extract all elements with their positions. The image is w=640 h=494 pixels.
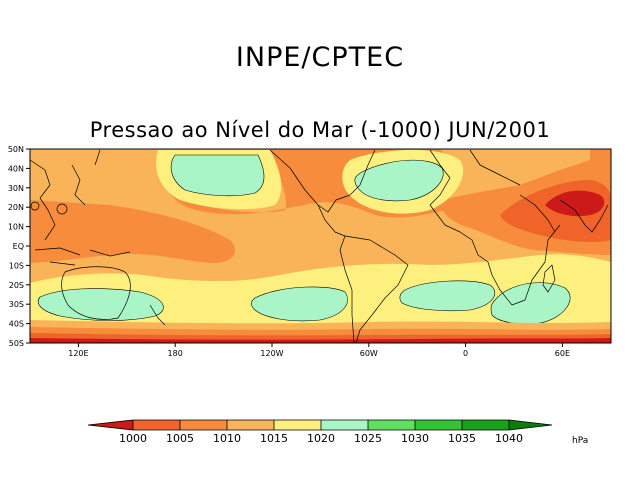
page-title: INPE/CPTEC <box>235 42 405 73</box>
lat-label: 30S <box>9 300 24 309</box>
contour-ring <box>56 203 68 215</box>
coastlines <box>30 149 609 343</box>
colorbar-swatch <box>274 420 321 430</box>
colorbar-swatch <box>415 420 462 430</box>
colorbar-swatch <box>180 420 227 430</box>
band-1020-1025-mascarene <box>490 282 571 325</box>
pressure-field <box>30 149 611 343</box>
colorbar-label: 1005 <box>166 432 194 445</box>
band-lt-1000-south <box>30 338 611 343</box>
colorbar-label: 1000 <box>119 432 147 445</box>
coast-east-asia <box>30 149 101 241</box>
lon-label: 60W <box>360 349 378 358</box>
band-1005-1010-warm-pool <box>30 200 235 263</box>
coast-maritime <box>34 247 131 266</box>
lat-label: 10N <box>8 223 24 232</box>
colorbar-swatch <box>321 420 368 430</box>
colorbar-label: 1040 <box>495 432 523 445</box>
colorbar-swatch <box>227 420 274 430</box>
lat-ticks <box>26 148 30 344</box>
lat-label: 10S <box>9 261 24 270</box>
lat-label: 50S <box>9 339 24 348</box>
lat-label: 50N <box>8 145 24 154</box>
lon-label: 0 <box>463 349 468 358</box>
band-1020-1025-npac <box>170 154 265 197</box>
colorbar-swatch <box>462 420 509 430</box>
colorbar-label: 1010 <box>213 432 241 445</box>
colorbar-label: 1035 <box>448 432 476 445</box>
coast-south-america <box>339 235 409 343</box>
lon-label: 120E <box>68 349 88 358</box>
lon-label: 60E <box>555 349 570 358</box>
coast-africa-europe <box>429 149 561 306</box>
coast-arabia-india <box>519 194 609 233</box>
lon-label: 120W <box>260 349 283 358</box>
lon-labels: 120E 180 120W 60W 0 60E <box>68 349 570 358</box>
lat-label: 20S <box>9 281 24 290</box>
lat-label: 30N <box>8 184 24 193</box>
band-1020-1025-azores <box>354 159 444 202</box>
lat-label: 40S <box>9 320 24 329</box>
colorbar-label: 1030 <box>401 432 429 445</box>
lon-ticks <box>77 343 563 347</box>
lat-label: EQ <box>13 242 24 251</box>
colorbar-label: 1025 <box>354 432 382 445</box>
band-1020-1025-satl <box>399 280 495 312</box>
colorbar-swatch <box>133 420 180 430</box>
lat-label: 20N <box>8 203 24 212</box>
lat-labels: 50N 40N 30N 20N 10N EQ 10S 20S 30S 40S 5… <box>8 145 24 348</box>
colorbar-unit: hPa <box>572 436 588 446</box>
band-1020-1025-australia <box>37 288 164 321</box>
band-1020-1025-spac <box>250 286 348 322</box>
colorbar-label: 1015 <box>260 432 288 445</box>
coast-australia <box>61 266 166 326</box>
colorbar: 1000 1005 1010 1015 1020 1025 1030 1035 … <box>87 419 588 446</box>
coast-madagascar <box>542 264 556 293</box>
lon-label: 180 <box>168 349 183 358</box>
contour-ring <box>30 201 40 211</box>
band-lt-1000-monsoon <box>545 190 605 217</box>
map-title: Pressao ao Nível do Mar (-1000) JUN/2001 <box>89 118 551 142</box>
colorbar-label: 1020 <box>307 432 335 445</box>
colorbar-swatch <box>88 420 133 430</box>
lat-label: 40N <box>8 164 24 173</box>
colorbar-swatch <box>368 420 415 430</box>
coast-central-america <box>317 204 346 237</box>
colorbar-swatch <box>509 420 552 430</box>
coast-north-america <box>269 149 376 213</box>
